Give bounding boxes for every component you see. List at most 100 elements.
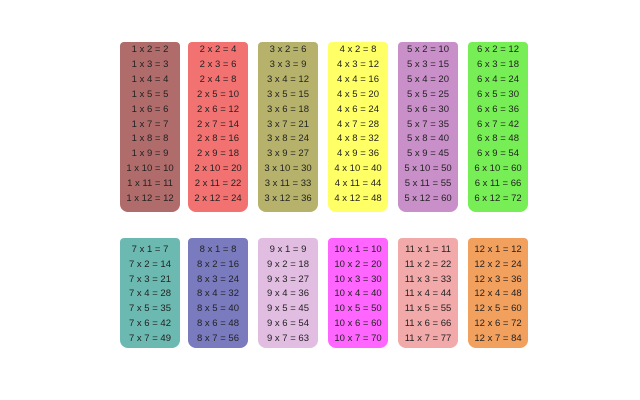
equation: 7 x 3 = 21 xyxy=(129,273,171,285)
equation: 1 x 7 = 7 xyxy=(131,118,169,130)
times-table-card: 10 x 1 = 10 10 x 2 = 20 10 x 3 = 30 10 x 4 … xyxy=(328,238,388,348)
equation: 6 x 6 = 36 xyxy=(477,103,519,115)
equation: 8 x 3 = 24 xyxy=(197,273,239,285)
equation: 7 x 2 = 14 xyxy=(129,258,171,270)
equation: 10 x 3 = 30 xyxy=(334,273,382,285)
equation: 4 x 6 = 24 xyxy=(337,103,379,115)
equation: 11 x 4 = 44 xyxy=(404,288,452,300)
times-table-card: 7 x 1 = 7 7 x 2 = 14 7 x 3 = 21 7 x 4 = 28 7… xyxy=(120,238,180,348)
times-table-card: 11 x 1 = 11 11 x 2 = 22 11 x 3 = 33 11 x 4 … xyxy=(398,238,458,348)
equation: 12 x 5 = 60 xyxy=(474,303,522,315)
equation: 10 x 6 = 60 xyxy=(334,318,382,329)
equation: 10 x 4 = 40 xyxy=(334,288,382,300)
equation: 2 x 7 = 14 xyxy=(197,118,239,130)
equation: 7 x 5 = 35 xyxy=(129,303,171,315)
equation: 5 x 7 = 35 xyxy=(407,118,449,130)
equation: 5 x 2 = 10 xyxy=(407,44,449,55)
equation: 5 x 8 = 40 xyxy=(407,133,449,145)
equation: 12 x 4 = 48 xyxy=(474,288,522,300)
times-table-card: 8 x 1 = 8 8 x 2 = 16 8 x 3 = 24 8 x 4 = 32 8… xyxy=(188,238,248,348)
equation: 5 x 5 = 25 xyxy=(407,88,449,100)
equation: 4 x 9 = 36 xyxy=(337,148,379,160)
equation: 1 x 9 = 9 xyxy=(131,148,169,160)
equation: 3 x 5 = 15 xyxy=(267,88,309,100)
equation: 2 x 11 = 22 xyxy=(194,178,242,190)
equation: 3 x 4 = 12 xyxy=(267,73,309,85)
equation: 6 x 11 = 66 xyxy=(474,178,522,190)
equation: 5 x 12 = 60 xyxy=(404,193,452,204)
equation: 9 x 3 = 27 xyxy=(267,273,309,285)
equation: 9 x 1 = 9 xyxy=(269,244,307,255)
times-table-card: 6 x 2 = 12 6 x 3 = 18 6 x 4 = 24 6 x 5 = 30… xyxy=(468,42,528,212)
equation: 6 x 2 = 12 xyxy=(477,44,519,55)
equation: 12 x 7 = 84 xyxy=(474,332,522,344)
equation: 10 x 1 = 10 xyxy=(334,244,382,255)
equation: 8 x 7 = 56 xyxy=(197,332,239,344)
equation: 7 x 4 = 28 xyxy=(129,288,171,300)
equation: 4 x 7 = 28 xyxy=(337,118,379,130)
equation: 8 x 5 = 40 xyxy=(197,303,239,315)
equation: 8 x 2 = 16 xyxy=(197,258,239,270)
equation: 4 x 2 = 8 xyxy=(339,44,377,55)
equation: 4 x 11 = 44 xyxy=(334,178,382,190)
equation: 4 x 5 = 20 xyxy=(337,88,379,100)
equation: 9 x 4 = 36 xyxy=(267,288,309,300)
equation: 5 x 11 = 55 xyxy=(404,178,452,190)
equation: 2 x 6 = 12 xyxy=(197,103,239,115)
equation: 11 x 6 = 66 xyxy=(404,318,452,329)
equation: 1 x 6 = 6 xyxy=(131,103,169,115)
equation: 7 x 7 = 49 xyxy=(129,332,171,344)
equation: 1 x 3 = 3 xyxy=(131,58,169,70)
times-table-card: 5 x 2 = 10 5 x 3 = 15 5 x 4 = 20 5 x 5 = 25… xyxy=(398,42,458,212)
equation: 11 x 1 = 11 xyxy=(405,244,451,255)
equation: 6 x 8 = 48 xyxy=(477,133,519,145)
equation: 5 x 10 = 50 xyxy=(404,163,452,175)
times-table-card: 9 x 1 = 9 9 x 2 = 18 9 x 3 = 27 9 x 4 = 36 9… xyxy=(258,238,318,348)
equation: 6 x 10 = 60 xyxy=(474,163,522,175)
equation: 10 x 2 = 20 xyxy=(334,258,382,270)
equation: 2 x 9 = 18 xyxy=(197,148,239,160)
equation: 3 x 11 = 33 xyxy=(264,178,312,190)
equation: 9 x 6 = 54 xyxy=(267,318,309,329)
equation: 1 x 12 = 12 xyxy=(126,193,174,204)
equation: 11 x 3 = 33 xyxy=(404,273,452,285)
equation: 1 x 8 = 8 xyxy=(131,133,169,145)
equation: 6 x 4 = 24 xyxy=(477,73,519,85)
equation: 7 x 1 = 7 xyxy=(131,244,169,255)
equation: 1 x 11 = 11 xyxy=(127,178,173,190)
equation: 2 x 12 = 24 xyxy=(194,193,242,204)
equation: 6 x 7 = 42 xyxy=(477,118,519,130)
equation: 1 x 4 = 4 xyxy=(131,73,169,85)
equation: 6 x 12 = 72 xyxy=(474,193,522,204)
equation: 2 x 2 = 4 xyxy=(199,44,237,55)
times-table-card: 1 x 2 = 2 1 x 3 = 3 1 x 4 = 4 1 x 5 = 5 1 x … xyxy=(120,42,180,212)
equation: 3 x 6 = 18 xyxy=(267,103,309,115)
equation: 2 x 4 = 8 xyxy=(199,73,237,85)
equation: 3 x 8 = 24 xyxy=(267,133,309,145)
equation: 3 x 7 = 21 xyxy=(267,118,309,130)
equation: 1 x 5 = 5 xyxy=(131,88,169,100)
equation: 5 x 4 = 20 xyxy=(407,73,449,85)
equation: 3 x 9 = 27 xyxy=(267,148,309,160)
times-table-card: 12 x 1 = 12 12 x 2 = 24 12 x 3 = 36 12 x 4 … xyxy=(468,238,528,348)
equation: 4 x 12 = 48 xyxy=(334,193,382,204)
equation: 3 x 10 = 30 xyxy=(264,163,312,175)
equation: 3 x 12 = 36 xyxy=(264,193,312,204)
equation: 12 x 2 = 24 xyxy=(474,258,522,270)
equation: 8 x 1 = 8 xyxy=(199,244,237,255)
equation: 6 x 9 = 54 xyxy=(477,148,519,160)
equation: 8 x 4 = 32 xyxy=(197,288,239,300)
equation: 9 x 5 = 45 xyxy=(267,303,309,315)
equation: 9 x 7 = 63 xyxy=(267,332,309,344)
equation: 4 x 4 = 16 xyxy=(337,73,379,85)
equation: 7 x 6 = 42 xyxy=(129,318,171,329)
equation: 9 x 2 = 18 xyxy=(267,258,309,270)
equation: 10 x 5 = 50 xyxy=(334,303,382,315)
equation: 2 x 3 = 6 xyxy=(199,58,237,70)
equation: 11 x 7 = 77 xyxy=(404,332,452,344)
equation: 4 x 3 = 12 xyxy=(337,58,379,70)
equation: 5 x 9 = 45 xyxy=(407,148,449,160)
equation: 12 x 6 = 72 xyxy=(474,318,522,329)
equation: 12 x 3 = 36 xyxy=(474,273,522,285)
